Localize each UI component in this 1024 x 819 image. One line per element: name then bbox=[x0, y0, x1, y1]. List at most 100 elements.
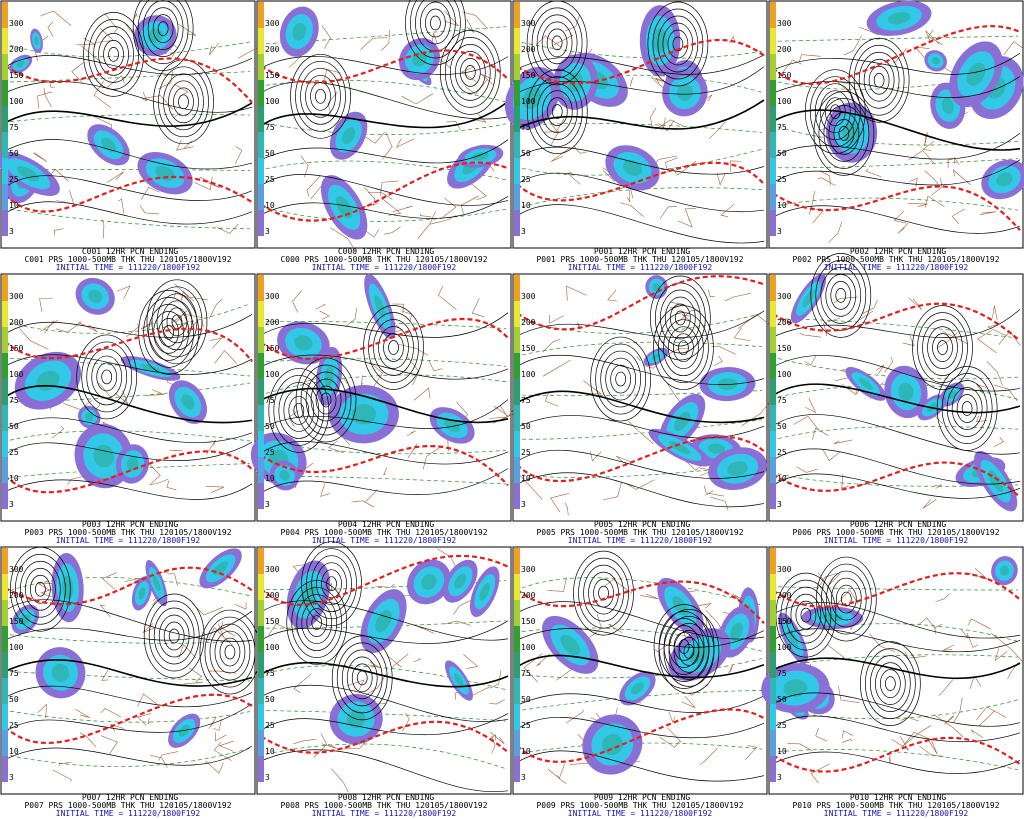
colorbar-label: 3 bbox=[521, 227, 526, 236]
pressure-contour bbox=[4, 55, 253, 75]
border-line bbox=[444, 10, 459, 27]
colorbar-swatch bbox=[514, 626, 520, 652]
pressure-contour bbox=[260, 174, 509, 206]
thickness-line bbox=[9, 748, 251, 767]
colorbar-label: 200 bbox=[9, 318, 24, 327]
border-line bbox=[799, 54, 821, 62]
panel-title: P010 12HR PCN ENDING bbox=[850, 793, 947, 802]
pressure-contour bbox=[956, 394, 978, 423]
pressure-contour bbox=[346, 656, 378, 700]
border-line bbox=[833, 439, 853, 444]
pressure-contour bbox=[405, 0, 466, 66]
panel-title: P004 12HR PCN ENDING bbox=[338, 520, 435, 529]
precip-blob bbox=[821, 613, 844, 622]
colorbar-label: 3 bbox=[9, 773, 14, 782]
colorbar-swatch bbox=[514, 379, 520, 405]
pressure-contour bbox=[588, 571, 619, 615]
pressure-contour bbox=[772, 355, 1021, 392]
border-line bbox=[931, 177, 943, 196]
precip-blob bbox=[941, 97, 954, 114]
colorbar-swatch bbox=[2, 548, 8, 574]
precip-blob bbox=[783, 679, 808, 697]
pressure-contour bbox=[657, 15, 699, 73]
colorbar-swatch bbox=[2, 678, 8, 704]
border-line bbox=[716, 173, 726, 186]
colorbar-swatch bbox=[514, 2, 520, 28]
border-line bbox=[805, 397, 817, 414]
colorbar-swatch bbox=[770, 574, 776, 600]
pressure-contour bbox=[4, 685, 253, 708]
pressure-contour bbox=[4, 385, 253, 424]
border-line bbox=[859, 310, 874, 321]
colorbar-label: 75 bbox=[521, 396, 531, 405]
colorbar-label: 150 bbox=[777, 617, 792, 626]
colorbar-swatch bbox=[770, 431, 776, 457]
panel-title: P008 12HR PCN ENDING bbox=[338, 793, 435, 802]
colorbar-swatch bbox=[514, 704, 520, 730]
thickness-line bbox=[9, 303, 251, 334]
border-line bbox=[32, 152, 47, 162]
initial-time: INITIAL TIME = 111220/1800F192 bbox=[824, 536, 969, 545]
freezing-line bbox=[4, 327, 253, 363]
pressure-contour bbox=[922, 319, 963, 377]
colorbar-label: 50 bbox=[777, 695, 787, 704]
border-line bbox=[178, 24, 197, 36]
colorbar-swatch bbox=[770, 756, 776, 782]
precip-blob bbox=[522, 87, 542, 110]
border-line bbox=[216, 223, 239, 234]
border-line bbox=[730, 160, 741, 172]
colorbar-swatch bbox=[514, 730, 520, 756]
pressure-contour bbox=[151, 286, 203, 358]
colorbar-swatch bbox=[770, 275, 776, 301]
pressure-contour bbox=[86, 348, 128, 406]
colorbar-swatch bbox=[770, 730, 776, 756]
border-line bbox=[834, 377, 850, 381]
map-panel: 3 10 25 50 75 100 150 200 300 P003 12HR PCN ENDIN… bbox=[0, 273, 256, 545]
colorbar-label: 200 bbox=[521, 591, 536, 600]
border-line bbox=[708, 121, 726, 140]
precip-blob bbox=[887, 12, 911, 25]
pressure-contour bbox=[663, 616, 715, 687]
pressure-contour bbox=[820, 563, 872, 635]
border-line bbox=[383, 226, 401, 235]
pressure-contour bbox=[578, 557, 629, 629]
pressure-contour bbox=[209, 623, 251, 681]
pressure-contour bbox=[311, 555, 352, 613]
pressure-contour bbox=[30, 574, 51, 604]
border-line bbox=[489, 699, 506, 705]
border-line bbox=[629, 77, 634, 87]
precip-blob bbox=[623, 159, 643, 176]
border-line bbox=[149, 478, 169, 485]
border-line bbox=[463, 654, 479, 669]
thickness-line bbox=[521, 341, 763, 356]
colorbar-swatch bbox=[258, 210, 264, 236]
colorbar-swatch bbox=[2, 28, 8, 54]
pressure-contour bbox=[306, 608, 328, 637]
border-line bbox=[137, 693, 157, 707]
pressure-contour bbox=[260, 468, 509, 495]
border-line bbox=[544, 131, 560, 147]
pressure-contour bbox=[260, 196, 509, 219]
colorbar-swatch bbox=[2, 431, 8, 457]
border-line bbox=[101, 735, 118, 754]
pressure-contour bbox=[219, 637, 241, 667]
colorbar-label: 100 bbox=[265, 370, 280, 379]
pressure-contour bbox=[961, 401, 973, 416]
pressure-contour bbox=[4, 610, 253, 641]
freezing-line bbox=[772, 736, 1021, 773]
border-line bbox=[605, 579, 633, 594]
pressure-contour bbox=[840, 591, 852, 607]
border-line bbox=[793, 416, 819, 430]
border-line bbox=[116, 285, 131, 300]
colorbar-swatch bbox=[258, 353, 264, 379]
colorbar-swatch bbox=[258, 678, 264, 704]
colorbar-swatch bbox=[514, 184, 520, 210]
border-line bbox=[383, 467, 388, 476]
pressure-contour bbox=[674, 310, 686, 326]
colorbar-swatch bbox=[258, 184, 264, 210]
colorbar-label: 50 bbox=[265, 422, 275, 431]
border-line bbox=[438, 285, 457, 310]
thickness-line bbox=[521, 187, 763, 208]
border-line bbox=[922, 140, 935, 151]
pressure-contour bbox=[912, 305, 973, 391]
